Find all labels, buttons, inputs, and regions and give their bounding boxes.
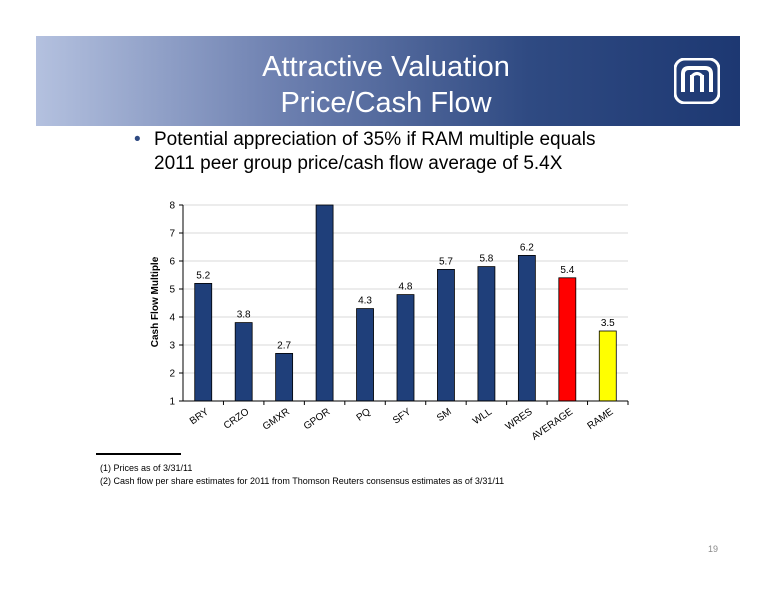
y-tick-label: 4 — [169, 313, 175, 324]
y-tick-label: 7 — [169, 229, 175, 240]
bar-sm — [437, 268, 455, 402]
footnote-divider — [96, 453, 181, 455]
bullet-dot-icon: • — [134, 129, 141, 150]
slide-title: Attractive Valuation — [262, 51, 510, 83]
footnote-2: (2) Cash flow per share estimates for 20… — [100, 476, 505, 486]
y-tick-label: 8 — [169, 201, 175, 212]
title-banner: Attractive Valuation Price/Cash Flow — [36, 36, 740, 126]
data-label: 4.8 — [399, 282, 413, 293]
data-label: 6.2 — [520, 242, 534, 253]
data-label: 5.8 — [479, 254, 493, 265]
bar-average — [558, 277, 577, 402]
bar-pq — [356, 308, 374, 402]
company-logo-icon — [674, 58, 720, 104]
x-tick-label: PQ — [355, 406, 373, 423]
x-tick-label: WRES — [504, 406, 535, 432]
x-tick-label: CRZO — [222, 406, 252, 431]
data-label: 3.5 — [601, 318, 615, 329]
x-tick-label: RAME — [586, 406, 616, 432]
bar-crzo — [234, 322, 253, 402]
bar-rame — [598, 330, 617, 402]
y-tick-label: 3 — [169, 341, 175, 352]
x-tick-label: GPOR — [302, 406, 332, 432]
data-label: 5.4 — [560, 265, 574, 276]
bar-gpor — [315, 204, 334, 402]
y-tick-label: 2 — [169, 369, 175, 380]
x-tick-label: AVERAGE — [530, 406, 576, 443]
x-tick-label: SM — [435, 406, 454, 424]
y-tick-label: 5 — [169, 285, 175, 296]
footnote-1: (1) Prices as of 3/31/11 — [100, 463, 193, 473]
bullet-line-2: 2011 peer group price/cash flow average … — [154, 153, 563, 174]
data-label: 2.7 — [277, 340, 291, 351]
bar-wres — [517, 254, 536, 402]
y-axis-label: Cash Flow Multiple — [150, 256, 161, 347]
bar-sfy — [396, 294, 415, 402]
data-label: 4.3 — [358, 296, 372, 307]
x-tick-label: BRY — [188, 406, 211, 427]
x-tick-label: WLL — [471, 406, 495, 427]
bullet-line-1: Potential appreciation of 35% if RAM mul… — [154, 129, 596, 150]
y-tick-label: 6 — [169, 257, 175, 268]
bar-gmxr — [275, 352, 294, 402]
x-tick-label: GMXR — [261, 406, 292, 432]
data-label: 3.8 — [237, 310, 251, 321]
page-number: 19 — [708, 544, 719, 554]
data-label: 5.2 — [196, 270, 210, 281]
slide-subtitle: Price/Cash Flow — [280, 87, 492, 119]
bar-wll — [477, 266, 496, 402]
bar-bry — [194, 282, 213, 402]
x-tick-label: SFY — [391, 406, 414, 426]
y-tick-label: 1 — [169, 397, 175, 408]
data-label: 5.7 — [439, 256, 453, 267]
